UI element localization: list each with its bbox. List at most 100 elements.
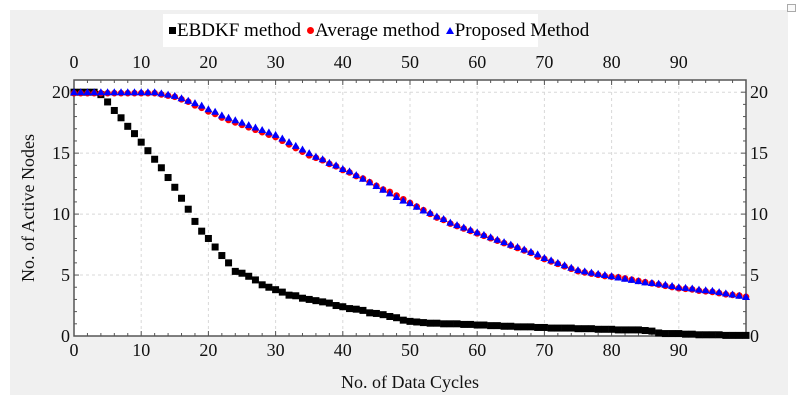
legend-item-ebdkf: EBDKF method [169, 20, 301, 42]
y-tick-label: 15 [52, 143, 70, 163]
data-point-triangle [291, 141, 300, 149]
data-point-square [554, 324, 562, 332]
data-point-square [601, 325, 609, 333]
data-point-triangle [117, 88, 126, 96]
data-point-square [413, 318, 421, 326]
data-point-triangle [190, 99, 199, 107]
y-tick-label-right: 5 [750, 265, 759, 285]
data-point-square [157, 164, 165, 172]
series-proposed-method [70, 88, 750, 300]
data-point-square [534, 323, 542, 331]
series-ebdkf-method [70, 88, 750, 339]
data-point-square [634, 326, 642, 334]
data-point-triangle [661, 280, 670, 288]
x-tick-label-top: 60 [468, 52, 486, 72]
data-point-triangle [103, 88, 112, 96]
data-point-triangle [735, 291, 744, 299]
data-point-square [245, 272, 253, 280]
data-point-square [715, 331, 723, 339]
data-point-square [238, 269, 246, 277]
data-point-triangle [500, 238, 509, 246]
data-point-square [272, 286, 280, 294]
y-tick-label: 10 [52, 204, 70, 224]
data-point-square [319, 298, 327, 306]
data-point-triangle [607, 272, 616, 280]
y-tick-label-right: 10 [750, 204, 768, 224]
data-point-triangle [473, 228, 482, 236]
x-tick-label-top: 20 [199, 52, 217, 72]
data-point-square [742, 331, 750, 339]
data-point-triangle [365, 178, 374, 186]
data-point-square [359, 306, 367, 314]
x-tick-label: 50 [401, 340, 419, 360]
data-point-square [144, 147, 152, 155]
data-point-triangle [540, 253, 549, 261]
data-point-square [426, 319, 434, 327]
data-point-triangle [251, 123, 260, 131]
data-point-triangle [157, 89, 166, 97]
data-point-triangle [647, 278, 656, 286]
data-point-triangle [446, 218, 455, 226]
data-point-square [547, 324, 555, 332]
data-point-triangle [506, 240, 515, 248]
data-point-square [178, 194, 186, 202]
data-point-square [218, 252, 226, 260]
data-point-square [265, 283, 273, 291]
x-tick-label: 40 [334, 340, 352, 360]
data-point-triangle [567, 263, 576, 271]
x-tick-label: 70 [535, 340, 553, 360]
legend-item-average: Average method [307, 20, 440, 42]
legend-label: Average method [315, 19, 440, 41]
data-point-triangle [466, 225, 475, 233]
data-point-square [251, 276, 259, 284]
y-tick-label-right: 15 [750, 143, 768, 163]
triangle-marker-icon [445, 27, 454, 34]
data-point-square [278, 288, 286, 296]
data-point-square [305, 295, 313, 303]
data-point-square [104, 98, 112, 106]
data-point-triangle [614, 273, 623, 281]
x-tick-label: 30 [267, 340, 285, 360]
data-point-triangle [708, 286, 717, 294]
data-point-square [695, 331, 703, 339]
data-point-square [655, 329, 663, 337]
data-point-triangle [83, 88, 92, 96]
data-point-triangle [143, 88, 152, 96]
data-point-square [628, 326, 636, 334]
menu-icon[interactable] [787, 4, 796, 12]
data-point-triangle [379, 185, 388, 193]
data-point-square [708, 331, 716, 339]
data-point-triangle [721, 289, 730, 297]
x-tick-label-top: 90 [670, 52, 688, 72]
data-point-triangle [668, 282, 677, 290]
data-point-triangle [90, 88, 99, 96]
y-tick-label: 5 [61, 265, 70, 285]
data-point-square [325, 299, 333, 307]
data-point-triangle [170, 91, 179, 99]
data-point-square [514, 323, 522, 331]
data-point-square [285, 291, 293, 299]
data-point-triangle [204, 105, 213, 113]
data-point-triangle [701, 286, 710, 294]
data-point-square [393, 314, 401, 322]
data-point-square [581, 325, 589, 333]
data-point-square [473, 321, 481, 329]
data-point-square [594, 325, 602, 333]
data-point-square [702, 331, 710, 339]
data-point-triangle [338, 164, 347, 172]
data-point-triangle [211, 107, 220, 115]
data-point-triangle [587, 268, 596, 276]
data-point-triangle [177, 94, 186, 102]
data-point-triangle [76, 88, 85, 96]
data-point-triangle [372, 182, 381, 190]
x-tick-label: 20 [199, 340, 217, 360]
data-point-triangle [574, 266, 582, 274]
data-point-triangle [150, 88, 159, 96]
data-point-triangle [123, 88, 132, 96]
data-point-triangle [258, 125, 267, 133]
x-tick-label-top: 30 [267, 52, 285, 72]
data-point-square [561, 324, 569, 332]
data-point-square [130, 130, 138, 138]
data-point-triangle [681, 283, 690, 291]
data-point-square [231, 267, 239, 275]
